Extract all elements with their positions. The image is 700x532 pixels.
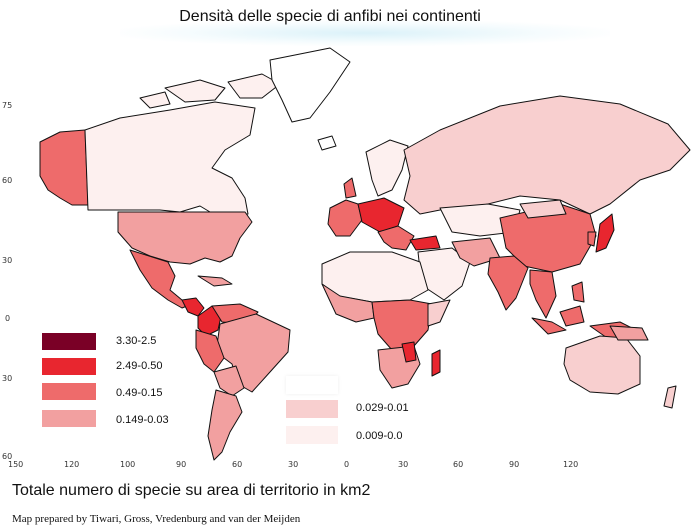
map-credit: Map prepared by Tiwari, Gross, Vredenbur… bbox=[12, 513, 301, 525]
legend-swatch bbox=[286, 426, 338, 444]
lon-tick: 100 bbox=[120, 460, 136, 469]
region-new-zealand bbox=[663, 385, 677, 409]
region-india bbox=[487, 255, 529, 311]
region-canada bbox=[84, 101, 256, 219]
legend-label: 3.30-2.5 bbox=[116, 335, 157, 347]
region-caribbean bbox=[197, 275, 233, 287]
region-iceland bbox=[317, 135, 337, 151]
region-argentina bbox=[207, 389, 243, 461]
region-bolivia bbox=[213, 365, 245, 397]
lon-tick: 120 bbox=[64, 460, 80, 469]
region-greenland bbox=[269, 47, 351, 123]
lat-tick: 75 bbox=[2, 101, 13, 110]
region-arctic-islands bbox=[139, 73, 281, 109]
region-se-asia bbox=[529, 269, 557, 319]
lat-tick: 60 bbox=[2, 176, 13, 185]
region-uk bbox=[343, 177, 357, 199]
region-new-guinea bbox=[609, 325, 649, 341]
region-scandinavia bbox=[365, 139, 409, 197]
lon-tick: 0 bbox=[344, 460, 350, 469]
legend-label: 0.49-0.15 bbox=[116, 387, 163, 399]
legend-swatch bbox=[42, 333, 96, 350]
region-mongolia bbox=[519, 199, 567, 219]
region-central-africa bbox=[371, 299, 433, 351]
legend-swatch bbox=[286, 400, 338, 418]
region-alaska bbox=[39, 129, 89, 206]
lat-tick: 60 bbox=[2, 452, 13, 461]
region-horn-africa bbox=[427, 299, 451, 327]
legend-label: 0.149-0.03 bbox=[116, 414, 169, 426]
region-turkey bbox=[409, 235, 441, 251]
legend-label: 2.49-0.50 bbox=[116, 360, 163, 372]
region-australia bbox=[563, 335, 641, 395]
region-europe-west bbox=[327, 199, 363, 237]
region-japan bbox=[595, 213, 615, 253]
title-highlight bbox=[120, 20, 610, 46]
region-mozambique bbox=[401, 341, 417, 363]
legend-swatch bbox=[286, 376, 338, 394]
map-caption: Totale numero di specie su area di terri… bbox=[12, 482, 371, 499]
legend-label: 0.009-0.0 bbox=[356, 430, 403, 442]
region-iran bbox=[451, 237, 501, 267]
lat-tick: 0 bbox=[5, 314, 11, 323]
region-usa bbox=[117, 211, 253, 265]
legend-swatch bbox=[42, 410, 96, 427]
lon-tick: 120 bbox=[563, 460, 579, 469]
region-russia bbox=[403, 95, 691, 215]
region-central-america bbox=[181, 297, 205, 317]
lat-tick: 30 bbox=[2, 374, 13, 383]
legend-label: 0.029-0.01 bbox=[356, 402, 409, 414]
lon-tick: 90 bbox=[176, 460, 187, 469]
lon-tick: 60 bbox=[232, 460, 243, 469]
legend-swatch bbox=[42, 383, 96, 400]
lat-tick: 30 bbox=[2, 256, 13, 265]
legend-swatch bbox=[42, 358, 96, 375]
lon-tick: 150 bbox=[8, 460, 24, 469]
lon-tick: 60 bbox=[453, 460, 464, 469]
map-title: Densità delle specie di anfibi nei conti… bbox=[179, 8, 481, 25]
lon-tick: 30 bbox=[398, 460, 409, 469]
region-china bbox=[499, 203, 597, 273]
region-korea bbox=[587, 231, 597, 247]
lon-tick: 90 bbox=[509, 460, 520, 469]
region-madagascar bbox=[431, 349, 441, 377]
region-philippines bbox=[571, 281, 585, 303]
region-italy-balkans bbox=[377, 225, 415, 251]
lon-tick: 30 bbox=[288, 460, 299, 469]
